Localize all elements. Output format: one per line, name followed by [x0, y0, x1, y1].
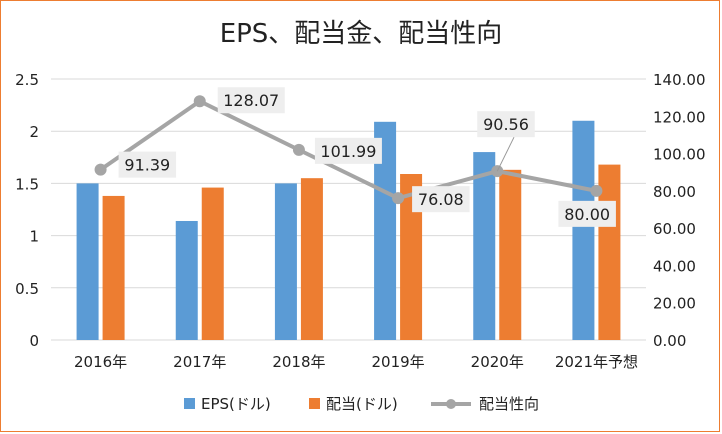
data-label: 101.99 — [320, 142, 376, 161]
data-label-box — [118, 151, 177, 178]
x-tick-label: 2016年 — [74, 353, 127, 371]
data-label-box — [558, 200, 616, 227]
y-right-tick-label: 20.00 — [653, 295, 696, 313]
y-right-tick-label: 0.00 — [653, 332, 686, 350]
y-left-tick-label: 1 — [29, 228, 39, 246]
payout-ratio-point — [590, 184, 603, 197]
data-label: 76.08 — [418, 190, 464, 209]
legend-swatch — [184, 398, 195, 409]
y-right-tick-label: 60.00 — [653, 220, 696, 238]
bar-dividend — [499, 169, 522, 340]
payout-ratio-point — [292, 143, 305, 156]
bar-eps — [175, 220, 198, 340]
bar-dividend — [102, 195, 125, 340]
data-label-box — [314, 137, 382, 164]
bar-eps — [374, 121, 397, 340]
y-right-tick-label: 100.00 — [653, 146, 706, 164]
data-label: 91.39 — [124, 156, 170, 175]
bar-dividend — [300, 178, 323, 340]
y-right-tick-label: 80.00 — [653, 183, 696, 201]
legend-label: 配当性向 — [479, 395, 539, 413]
legend-swatch — [309, 398, 320, 409]
legend-marker — [446, 399, 456, 409]
y-left-tick-label: 2 — [29, 123, 39, 141]
payout-ratio-point — [392, 192, 405, 205]
payout-ratio-point — [94, 163, 107, 176]
bar-eps — [274, 183, 297, 340]
data-label: 80.00 — [564, 205, 610, 224]
y-right-tick-label: 140.00 — [653, 71, 706, 89]
y-right-tick-label: 120.00 — [653, 108, 706, 126]
payout-ratio-point — [193, 95, 206, 108]
data-label-box — [412, 186, 470, 213]
bar-dividend — [201, 187, 224, 340]
y-left-tick-label: 0.5 — [15, 280, 39, 298]
data-label: 128.07 — [223, 91, 279, 110]
legend-label: 配当(ドル) — [326, 395, 398, 413]
y-left-tick-label: 2.5 — [15, 71, 39, 89]
x-tick-label: 2021年予想 — [555, 353, 638, 371]
leader-line — [496, 136, 515, 172]
bar-eps — [76, 183, 99, 340]
x-tick-label: 2017年 — [173, 353, 226, 371]
y-right-tick-label: 40.00 — [653, 257, 696, 275]
chart-title: EPS、配当金、配当性向 — [219, 19, 503, 49]
data-label-box — [477, 111, 535, 138]
x-tick-label: 2020年 — [471, 353, 524, 371]
x-tick-label: 2019年 — [371, 353, 424, 371]
y-left-tick-label: 1.5 — [15, 175, 39, 193]
x-tick-label: 2018年 — [272, 353, 325, 371]
data-label-box — [217, 87, 285, 114]
bar-dividend — [400, 174, 423, 340]
payout-ratio-line — [99, 98, 597, 201]
legend-label: EPS(ドル) — [201, 395, 271, 413]
bar-eps — [473, 152, 496, 340]
data-label: 90.56 — [483, 115, 529, 134]
bar-eps — [572, 120, 595, 340]
y-left-tick-label: 0 — [29, 332, 39, 350]
